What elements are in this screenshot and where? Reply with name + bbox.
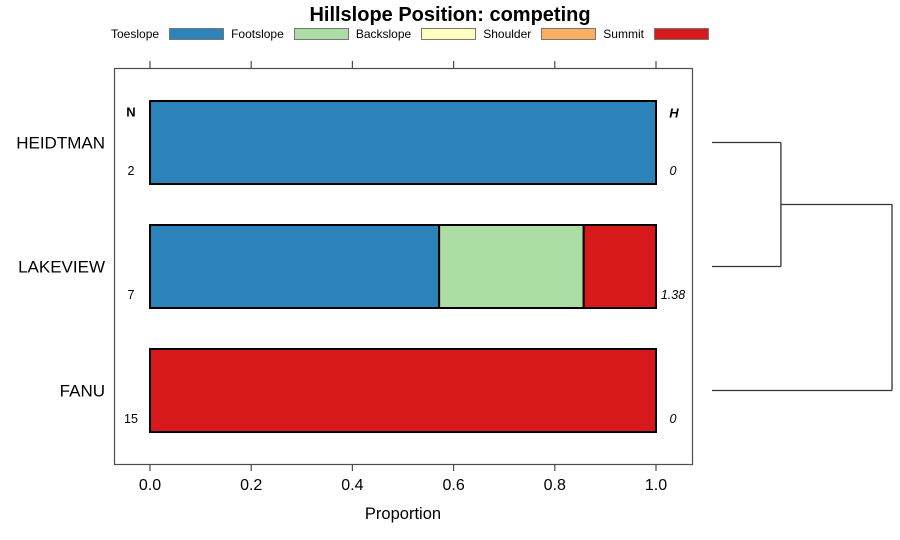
legend-swatch-footslope bbox=[293, 28, 349, 40]
legend-label: Summit bbox=[603, 27, 644, 41]
legend-label: Toeslope bbox=[111, 27, 160, 41]
legend-item-footslope: Footslope bbox=[231, 27, 349, 41]
row-label-fanu: FANU bbox=[59, 381, 105, 400]
bar-segment-summit bbox=[149, 348, 657, 433]
plot-box-border bbox=[113, 67, 694, 466]
h-value: 1.38 bbox=[660, 287, 686, 302]
h-value: 0 bbox=[669, 411, 677, 426]
x-tick-label: 1.0 bbox=[644, 477, 668, 494]
x-tick-label: 0.6 bbox=[442, 477, 465, 494]
legend-label: Shoulder bbox=[483, 27, 532, 41]
bar-segment-footslope bbox=[438, 224, 585, 309]
x-tick-label: 0.8 bbox=[543, 477, 566, 494]
bar-segment-summit bbox=[582, 224, 658, 309]
legend-item-toeslope: Toeslope bbox=[111, 27, 225, 41]
h-column-header: H bbox=[669, 105, 679, 121]
legend-label: Backslope bbox=[355, 27, 412, 41]
bar-segment-toeslope bbox=[149, 224, 441, 309]
x-tick-label: 0.4 bbox=[341, 477, 364, 494]
row-label-lakeview: LAKEVIEW bbox=[18, 257, 105, 276]
legend-item-summit: Summit bbox=[603, 27, 709, 41]
row-label-heidtman: HEIDTMAN bbox=[16, 133, 105, 152]
h-value: 0 bbox=[669, 163, 677, 178]
x-tick-label: 0.2 bbox=[240, 477, 263, 494]
legend: Toeslope Footslope Backslope Shoulder Summit bbox=[111, 26, 709, 42]
legend-label: Footslope bbox=[231, 27, 284, 41]
n-value: 7 bbox=[127, 287, 135, 302]
n-column-header: N bbox=[126, 104, 136, 120]
x-tick-label: 0.0 bbox=[138, 477, 162, 494]
n-value: 2 bbox=[127, 163, 135, 178]
chart-title: Hillslope Position: competing bbox=[309, 4, 591, 26]
legend-item-shoulder: Shoulder bbox=[483, 27, 597, 41]
legend-swatch-backslope bbox=[421, 28, 477, 40]
legend-swatch-summit bbox=[653, 28, 709, 40]
legend-swatch-toeslope bbox=[169, 28, 225, 40]
bar-segment-toeslope bbox=[149, 100, 657, 185]
n-value: 15 bbox=[124, 411, 138, 426]
x-axis-title: Proportion bbox=[364, 504, 442, 523]
legend-item-backslope: Backslope bbox=[355, 27, 477, 41]
legend-swatch-shoulder bbox=[541, 28, 597, 40]
